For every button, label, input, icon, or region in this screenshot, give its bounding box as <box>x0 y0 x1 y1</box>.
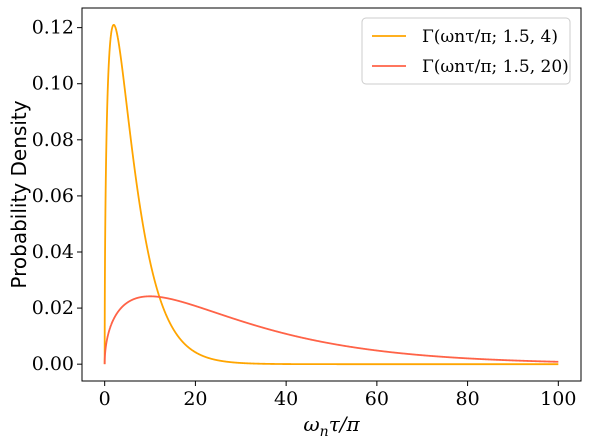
y-tick-label: 0.00 <box>32 353 74 375</box>
x-axis-label-omega: ω <box>303 412 319 436</box>
series-line-1 <box>103 295 559 365</box>
x-tick-label: 40 <box>274 388 298 410</box>
y-tick-label: 0.08 <box>32 129 74 151</box>
y-axis: 0.00 0.02 0.04 0.06 0.08 0.10 0.12 <box>32 17 82 375</box>
x-tick-label: 60 <box>365 388 389 410</box>
x-tick-label: 100 <box>540 388 576 410</box>
y-tick-label: 0.12 <box>32 17 74 39</box>
legend-box <box>361 17 571 85</box>
y-axis-label: Probability Density <box>7 100 31 288</box>
x-tick-label: 0 <box>99 388 111 410</box>
plot-frame <box>81 7 582 382</box>
legend-label-1: Γ(ωnτ/π; 1.5, 20) <box>422 57 569 77</box>
x-axis-label-rest: τ/π <box>329 412 361 436</box>
x-axis: 0 20 40 60 80 100 <box>99 381 576 410</box>
x-axis-label-sub: n <box>320 424 329 440</box>
legend: Γ(ωnτ/π; 1.5, 4) Γ(ωnτ/π; 1.5, 20) <box>361 17 571 85</box>
x-axis-label: ωnτ/π <box>303 412 360 440</box>
y-tick-label: 0.06 <box>32 185 74 207</box>
y-tick-label: 0.10 <box>32 73 74 95</box>
x-tick-label: 20 <box>183 388 207 410</box>
legend-label-0: Γ(ωnτ/π; 1.5, 4) <box>422 27 558 47</box>
y-tick-label: 0.04 <box>32 241 74 263</box>
y-tick-label: 0.02 <box>32 297 74 319</box>
series-line-0 <box>103 23 559 366</box>
x-tick-label: 80 <box>455 388 479 410</box>
series-layer <box>103 23 559 366</box>
